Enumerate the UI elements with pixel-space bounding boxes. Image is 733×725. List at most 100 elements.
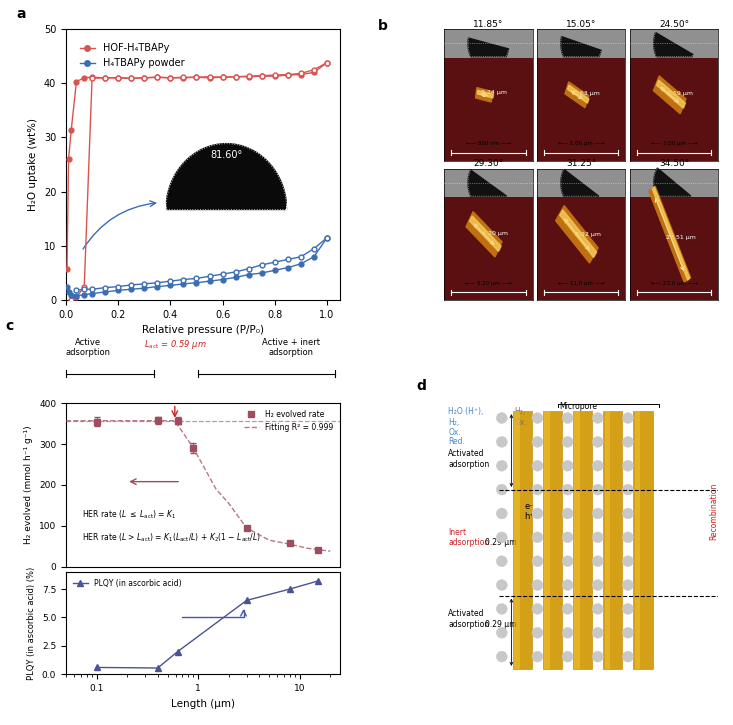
Legend: H₂ evolved rate, Fitting R² = 0.999: H₂ evolved rate, Fitting R² = 0.999: [240, 407, 336, 435]
Circle shape: [592, 484, 603, 495]
Polygon shape: [649, 186, 690, 283]
Polygon shape: [561, 170, 599, 196]
Polygon shape: [652, 187, 690, 280]
Text: H₂O (H⁺),: H₂O (H⁺),: [449, 407, 484, 416]
Bar: [575, 411, 580, 669]
Text: 0.24 μm: 0.24 μm: [481, 90, 507, 95]
Circle shape: [592, 556, 603, 567]
Text: ←— 23.0 μm —→: ←— 23.0 μm —→: [651, 281, 698, 286]
Text: $L_{\rm act}$ = 0.59 μm: $L_{\rm act}$ = 0.59 μm: [144, 338, 207, 351]
Circle shape: [622, 627, 633, 638]
Circle shape: [562, 579, 573, 590]
Polygon shape: [560, 210, 597, 257]
Title: 24.50°: 24.50°: [659, 20, 689, 29]
Bar: [537, 168, 625, 197]
Circle shape: [562, 460, 573, 471]
Text: Active
adsorption: Active adsorption: [65, 338, 111, 357]
Circle shape: [496, 603, 507, 614]
Circle shape: [562, 484, 573, 495]
Polygon shape: [567, 85, 589, 103]
Circle shape: [622, 651, 633, 662]
Circle shape: [562, 436, 573, 447]
Text: 0.29 μm: 0.29 μm: [485, 620, 517, 629]
Polygon shape: [468, 38, 509, 57]
Circle shape: [592, 627, 603, 638]
Circle shape: [622, 508, 633, 519]
Polygon shape: [654, 168, 691, 196]
Circle shape: [496, 413, 507, 423]
Bar: [444, 29, 533, 58]
Bar: [630, 29, 718, 58]
Bar: [635, 411, 640, 669]
Circle shape: [496, 651, 507, 662]
Text: ←— 11.0 μm —→: ←— 11.0 μm —→: [558, 281, 605, 286]
Circle shape: [532, 627, 543, 638]
Polygon shape: [470, 216, 501, 252]
Bar: [573, 411, 592, 669]
Circle shape: [562, 603, 573, 614]
Circle shape: [496, 436, 507, 447]
Circle shape: [496, 460, 507, 471]
Circle shape: [532, 413, 543, 423]
Text: 27.51 μm: 27.51 μm: [666, 235, 696, 240]
Text: ←— 3.00 μm —→: ←— 3.00 μm —→: [651, 141, 698, 146]
Text: d: d: [417, 378, 427, 392]
Polygon shape: [476, 88, 493, 102]
Text: 8.92 μm: 8.92 μm: [575, 232, 601, 237]
Circle shape: [532, 603, 543, 614]
Text: b: b: [377, 20, 387, 33]
Circle shape: [562, 651, 573, 662]
Text: 4.20 μm: 4.20 μm: [482, 231, 508, 236]
Y-axis label: PLQY (in ascorbic acid) (%): PLQY (in ascorbic acid) (%): [27, 566, 37, 680]
Bar: [603, 411, 622, 669]
Polygon shape: [657, 80, 685, 108]
Circle shape: [592, 436, 603, 447]
Bar: [444, 168, 533, 197]
Circle shape: [562, 556, 573, 567]
Text: H₂,: H₂,: [449, 418, 460, 427]
Text: ←— 800 nm —→: ←— 800 nm —→: [466, 141, 511, 146]
Circle shape: [532, 579, 543, 590]
Circle shape: [592, 579, 603, 590]
Text: a: a: [17, 7, 26, 21]
Y-axis label: H₂ evolved (mmol h⁻¹ g⁻¹): H₂ evolved (mmol h⁻¹ g⁻¹): [24, 426, 34, 544]
Title: 29.30°: 29.30°: [474, 160, 504, 168]
Circle shape: [592, 603, 603, 614]
Bar: [543, 411, 562, 669]
Title: 11.85°: 11.85°: [474, 20, 504, 29]
Text: Recombination: Recombination: [710, 483, 719, 540]
Polygon shape: [477, 91, 493, 98]
Text: 2.19 μm: 2.19 μm: [667, 91, 693, 96]
Text: c: c: [6, 318, 14, 333]
Circle shape: [496, 484, 507, 495]
Polygon shape: [561, 37, 601, 57]
Text: ←— 1.00 μm —→: ←— 1.00 μm —→: [558, 141, 605, 146]
Circle shape: [622, 603, 633, 614]
Circle shape: [532, 508, 543, 519]
Bar: [545, 411, 550, 669]
Polygon shape: [653, 76, 686, 114]
Text: Active + inert
adsorption: Active + inert adsorption: [262, 338, 320, 357]
Circle shape: [622, 460, 633, 471]
Circle shape: [532, 651, 543, 662]
Circle shape: [496, 556, 507, 567]
Circle shape: [592, 460, 603, 471]
Bar: [605, 411, 610, 669]
Bar: [537, 29, 625, 58]
Circle shape: [496, 627, 507, 638]
Text: e⁻
h⁺: e⁻ h⁺: [524, 502, 534, 521]
Circle shape: [532, 484, 543, 495]
Legend: PLQY (in ascorbic acid): PLQY (in ascorbic acid): [70, 576, 185, 591]
Text: Inert
adsorption: Inert adsorption: [449, 528, 490, 547]
Circle shape: [532, 556, 543, 567]
Text: Red.: Red.: [449, 437, 465, 446]
Text: HER rate ($L$ $\leq$ $L_{\rm act}$) = $K_1$: HER rate ($L$ $\leq$ $L_{\rm act}$) = $K…: [82, 509, 177, 521]
Circle shape: [532, 532, 543, 543]
Legend: HOF-H₄TBAPy, H₄TBAPy powder: HOF-H₄TBAPy, H₄TBAPy powder: [76, 39, 188, 72]
Circle shape: [622, 484, 633, 495]
Circle shape: [496, 532, 507, 543]
Y-axis label: H₂O uptake (wt%): H₂O uptake (wt%): [29, 118, 38, 211]
Circle shape: [562, 413, 573, 423]
X-axis label: Relative pressure (P/P₀): Relative pressure (P/P₀): [142, 326, 264, 336]
Circle shape: [496, 508, 507, 519]
